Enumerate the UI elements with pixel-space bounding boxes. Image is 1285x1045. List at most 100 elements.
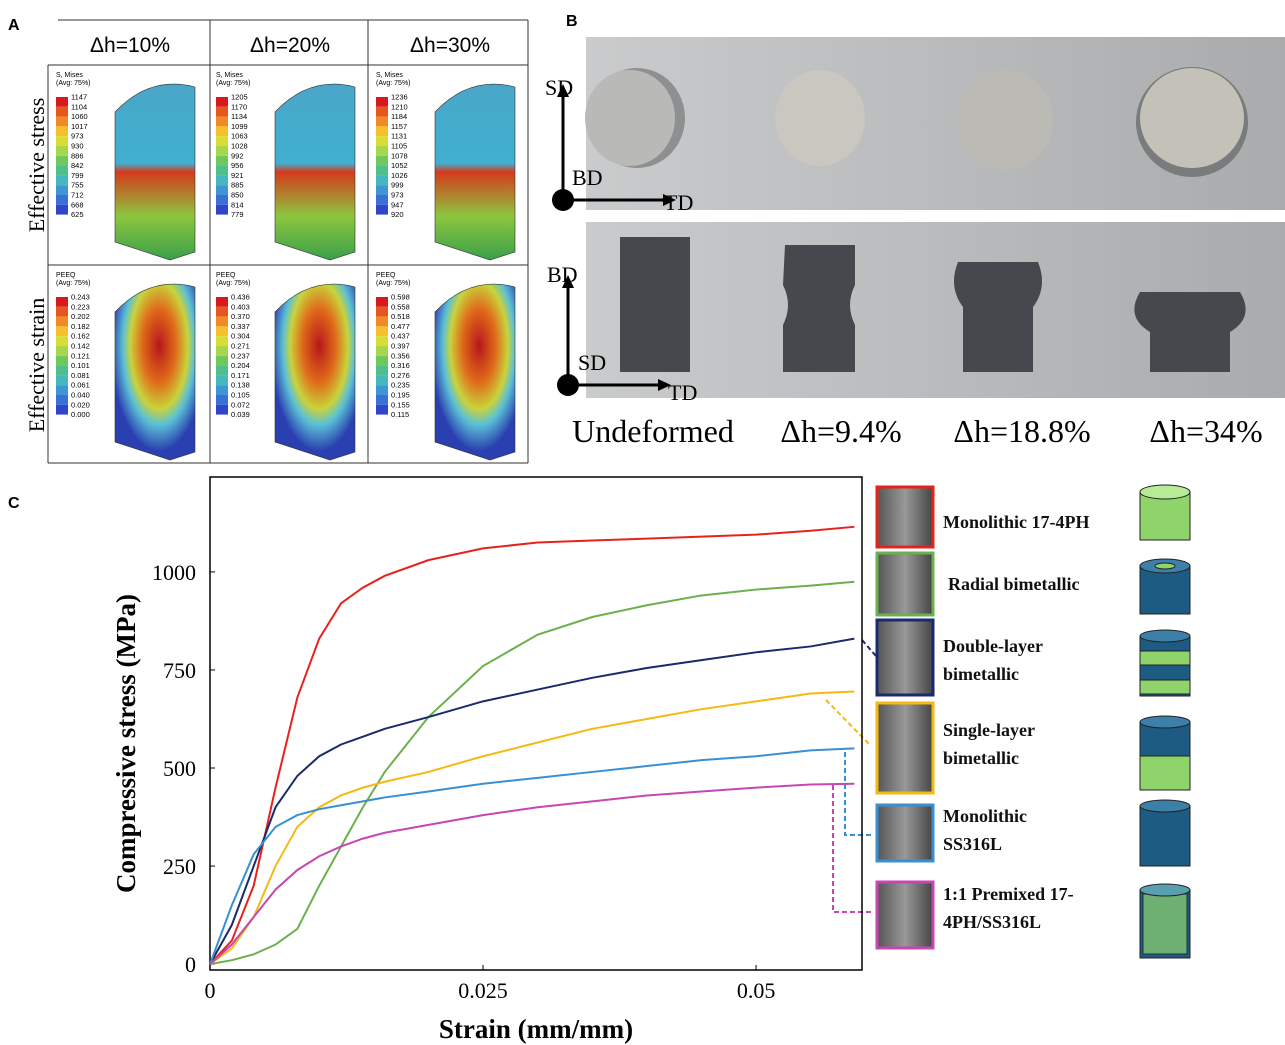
legend-value: 1157	[391, 122, 407, 131]
color-band	[216, 195, 228, 205]
caption: Δh=18.8%	[953, 413, 1090, 449]
color-band	[216, 356, 228, 366]
legend-value: 0.337	[231, 322, 250, 331]
color-band	[216, 175, 228, 185]
legend-title: S, Mises	[56, 72, 83, 79]
legend-value: 1105	[391, 142, 407, 151]
y-tick-label: 0	[185, 952, 196, 977]
fem-shape	[275, 284, 355, 460]
legend-value: 920	[391, 210, 404, 219]
color-band	[216, 326, 228, 336]
color-band	[216, 185, 228, 195]
legend-value: 0.237	[231, 351, 250, 360]
legend-label: Monolithic 17-4PH	[943, 508, 1133, 536]
legend-value: 1060	[71, 112, 88, 121]
plot-frame	[210, 477, 862, 970]
legend-title: PEEQ	[56, 272, 76, 279]
legend-value: 814	[231, 200, 244, 209]
legend-value: 625	[71, 210, 84, 219]
color-band	[216, 317, 228, 327]
color-band	[56, 395, 68, 405]
color-band	[216, 346, 228, 356]
y-tick-label: 250	[163, 854, 196, 879]
legend-value: 668	[71, 200, 84, 209]
series-line	[210, 639, 854, 965]
legend-value: 992	[231, 151, 244, 160]
legend-value: 1210	[391, 102, 408, 111]
axis-dot	[557, 374, 579, 396]
legend-value: 0.235	[391, 381, 410, 390]
legend-value: 0.276	[391, 371, 410, 380]
legend-value: 0.477	[391, 322, 410, 331]
legend-value: 0.598	[391, 293, 410, 302]
caption: Δh=34%	[1149, 413, 1262, 449]
color-band	[56, 156, 68, 166]
series-line	[210, 692, 854, 965]
legend-value: 1131	[391, 132, 407, 141]
color-band	[56, 405, 68, 415]
legend-value: 1236	[391, 93, 408, 102]
color-band	[376, 185, 388, 195]
legend-value: 1170	[231, 102, 247, 111]
x-axis-title: Strain (mm/mm)	[439, 1014, 633, 1044]
legend-value: 712	[71, 191, 84, 200]
legend-title: PEEQ	[216, 272, 236, 279]
color-band	[56, 375, 68, 385]
legend-value: 0.202	[71, 312, 90, 321]
legend-title: (Avg: 75%)	[56, 280, 91, 287]
color-band	[376, 385, 388, 395]
legend-value: 0.397	[391, 342, 410, 351]
color-band	[376, 366, 388, 376]
legend-value: 0.040	[71, 391, 90, 400]
series-line	[210, 748, 854, 964]
legend-value: 842	[71, 161, 84, 170]
legend-value: 0.142	[71, 342, 90, 351]
color-band	[216, 146, 228, 156]
row-header: Effective stress	[24, 98, 49, 233]
legend-value: 999	[391, 181, 404, 190]
legend-value: 850	[231, 191, 244, 200]
color-band	[376, 146, 388, 156]
legend-value: 0.204	[231, 361, 250, 370]
color-band	[56, 366, 68, 376]
color-band	[216, 297, 228, 307]
legend-value: 0.162	[71, 332, 90, 341]
legend-value: 886	[71, 151, 84, 160]
color-band	[56, 297, 68, 307]
color-band	[216, 375, 228, 385]
column-header: Δh=10%	[90, 34, 170, 57]
legend-value: 799	[71, 171, 84, 180]
legend-value: 1028	[231, 142, 248, 151]
color-band	[376, 346, 388, 356]
row-header: Effective strain	[24, 298, 49, 433]
axis-label: BD	[547, 262, 578, 287]
color-band	[56, 317, 68, 327]
legend-value: 0.195	[391, 391, 410, 400]
color-band	[56, 117, 68, 127]
caption: Undeformed	[572, 413, 734, 449]
panel-label: A	[8, 17, 20, 34]
series-line	[210, 784, 854, 964]
axis-label: TD	[664, 190, 693, 215]
color-band	[56, 97, 68, 107]
legend-title: (Avg: 75%)	[56, 80, 91, 87]
legend-swatch	[877, 620, 933, 695]
axis-label: BD	[572, 165, 603, 190]
legend-value: 1063	[231, 132, 248, 141]
legend-value: 1104	[71, 102, 87, 111]
legend-value: 1184	[391, 112, 407, 121]
color-band	[376, 136, 388, 146]
legend-value: 973	[71, 132, 84, 141]
axis-label: SD	[578, 350, 606, 375]
legend-value: 0.101	[71, 361, 90, 370]
legend-value: 0.518	[391, 312, 410, 321]
legend-title: (Avg: 75%)	[216, 80, 251, 87]
color-band	[216, 117, 228, 127]
legend-value: 0.105	[231, 391, 250, 400]
legend-label: Radial bimetallic	[948, 570, 1133, 598]
color-band	[216, 395, 228, 405]
legend-title: S, Mises	[376, 72, 403, 79]
color-band	[216, 107, 228, 117]
color-band	[216, 166, 228, 176]
legend-value: 1205	[231, 93, 248, 102]
